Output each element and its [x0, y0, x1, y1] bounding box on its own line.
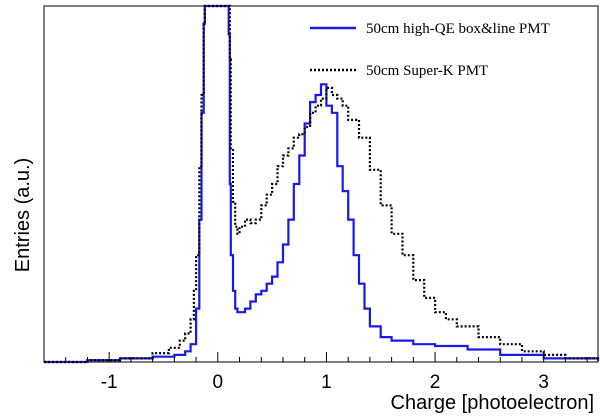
- x-axis-label: Charge [photoelectron]: [391, 392, 594, 414]
- legend: 50cm high-QE box&line PMT 50cm Super-K PM…: [310, 21, 550, 79]
- legend-label-2: 50cm Super-K PMT: [366, 63, 488, 79]
- x-tick-label: 0: [213, 372, 224, 393]
- x-tick-label: 3: [538, 372, 549, 393]
- series-group: [44, 4, 600, 364]
- plot-border: [43, 5, 599, 363]
- plot-frame: [43, 5, 599, 363]
- x-axis: -1 0 1 2 3: [43, 352, 588, 393]
- x-tick-label: -1: [101, 372, 118, 393]
- series-line-1: [44, 4, 600, 364]
- legend-label-1: 50cm high-QE box&line PMT: [366, 21, 550, 37]
- x-tick-label: 2: [430, 372, 441, 393]
- series-line-2: [44, 4, 600, 364]
- y-axis-label: Entries (a.u.): [12, 158, 34, 272]
- x-tick-label: 1: [321, 372, 332, 393]
